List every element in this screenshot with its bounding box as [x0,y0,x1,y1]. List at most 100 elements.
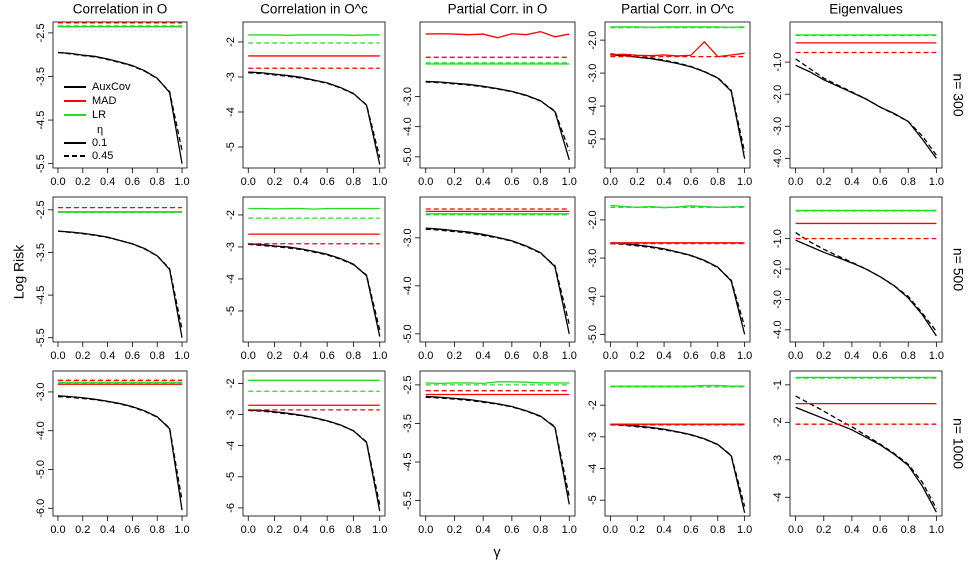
series-line [610,242,746,327]
x-tick-label: 0.4 [293,350,308,362]
series-line [425,80,570,161]
plot-frame [242,196,386,343]
x-tick-label: 0.4 [844,350,859,362]
series-line [795,239,937,337]
legend-label: MAD [92,95,117,107]
y-tick-label: -5 [225,306,237,316]
x-tick-label: 0.2 [816,524,831,536]
x-tick-label: 0.0 [50,176,65,188]
plot-frame [419,196,576,343]
column-title: Correlation in O^c [260,2,368,17]
series-line [248,71,381,165]
series-line [610,242,746,335]
legend-label: 0.45 [92,150,113,162]
series-line [610,40,745,58]
series-line [425,228,570,325]
series-line [57,395,183,511]
x-tick-label: 0.2 [75,176,90,188]
y-tick-label: -5.0 [402,324,414,343]
legend-label: 0.1 [92,137,107,149]
x-tick-label: 0.6 [683,350,698,362]
x-tick-label: 0.2 [630,350,645,362]
x-tick-label: 0.0 [788,350,803,362]
y-tick-label: -4 [225,274,237,284]
y-tick-label: -2 [587,400,599,410]
plot-frame [242,21,386,169]
x-tick-label: 0.8 [346,176,361,188]
x-tick-label: 0.8 [533,350,548,362]
x-tick-label: 0.6 [504,176,519,188]
x-tick-label: 0.0 [241,176,256,188]
y-tick-label: -4 [225,441,237,451]
x-tick-label: 0.2 [75,350,90,362]
y-tick-label: -2 [225,210,237,220]
column-title: Partial Corr. in O^c [621,2,734,17]
x-tick-label: 0.8 [710,350,725,362]
x-tick-label: 0.6 [872,176,887,188]
x-tick-label: 0.8 [150,350,165,362]
x-tick-label: 0.8 [710,524,725,536]
series-line [795,395,937,509]
x-tick-label: 0.6 [683,176,698,188]
row-label: n= 500 [950,248,966,291]
x-tick-label: 0.0 [603,524,618,536]
y-tick-label: -3 [225,72,237,82]
x-tick-label: 0.4 [100,350,115,362]
y-tick-label: -5.0 [587,130,599,149]
y-tick-label: -5.5 [35,154,47,173]
x-tick-label: 0.2 [447,524,462,536]
y-tick-label: -3 [587,432,599,442]
x-tick-label: 0.4 [475,350,490,362]
plot-frame [52,196,188,343]
y-tick-label: -3 [225,410,237,420]
x-tick-label: 0.0 [241,524,256,536]
x-tick-label: 1.0 [174,524,189,536]
x-tick-label: 0.8 [901,524,916,536]
x-tick-label: 0.2 [267,524,282,536]
x-tick-label: 0.4 [656,524,671,536]
plot-frame [789,370,943,517]
y-tick-label: -5.0 [402,147,414,166]
column-title: Correlation in O [73,2,168,17]
y-tick-label: -4 [225,107,237,117]
y-tick-label: -3.0 [402,228,414,247]
x-tick-label: 0.6 [319,176,334,188]
series-line [248,409,381,505]
y-tick-label: -2.0 [587,31,599,50]
x-tick-label: 0.4 [293,176,308,188]
y-tick-label: -3.5 [402,414,414,433]
series-line [795,64,937,159]
series-line [425,381,570,384]
plot-frame [604,370,751,517]
y-tick-label: -3.0 [402,87,414,106]
y-tick-label: -5 [587,495,599,505]
x-tick-label: 0.2 [630,176,645,188]
x-tick-label: 0.4 [844,176,859,188]
y-tick-label: -5.0 [35,460,47,479]
y-tick-label: -4 [587,464,599,474]
x-tick-label: 0.4 [100,176,115,188]
series-line [425,395,570,505]
series-line [795,232,937,332]
plot-frame [789,196,943,343]
plot-frame [52,21,188,169]
x-tick-label: 0.6 [872,350,887,362]
y-tick-label: -5.5 [402,491,414,510]
x-tick-label: 0.2 [267,176,282,188]
series-line [248,409,381,512]
x-tick-label: 0.4 [656,350,671,362]
x-tick-label: 0.2 [447,350,462,362]
row-label: n= 1000 [950,418,966,469]
x-tick-label: 0.0 [788,176,803,188]
x-tick-label: 0.0 [50,350,65,362]
y-tick-label: -3.0 [587,64,599,83]
x-tick-label: 0.6 [504,350,519,362]
y-tick-label: -2 [225,37,237,47]
y-tick-label: -1 [772,380,784,390]
y-tick-label: -3 [225,242,237,252]
y-tick-label: -4.0 [772,320,784,339]
x-tick-label: 0.4 [475,524,490,536]
series-line [57,51,183,151]
y-tick-label: -6 [225,503,237,513]
x-tick-label: 1.0 [929,176,944,188]
